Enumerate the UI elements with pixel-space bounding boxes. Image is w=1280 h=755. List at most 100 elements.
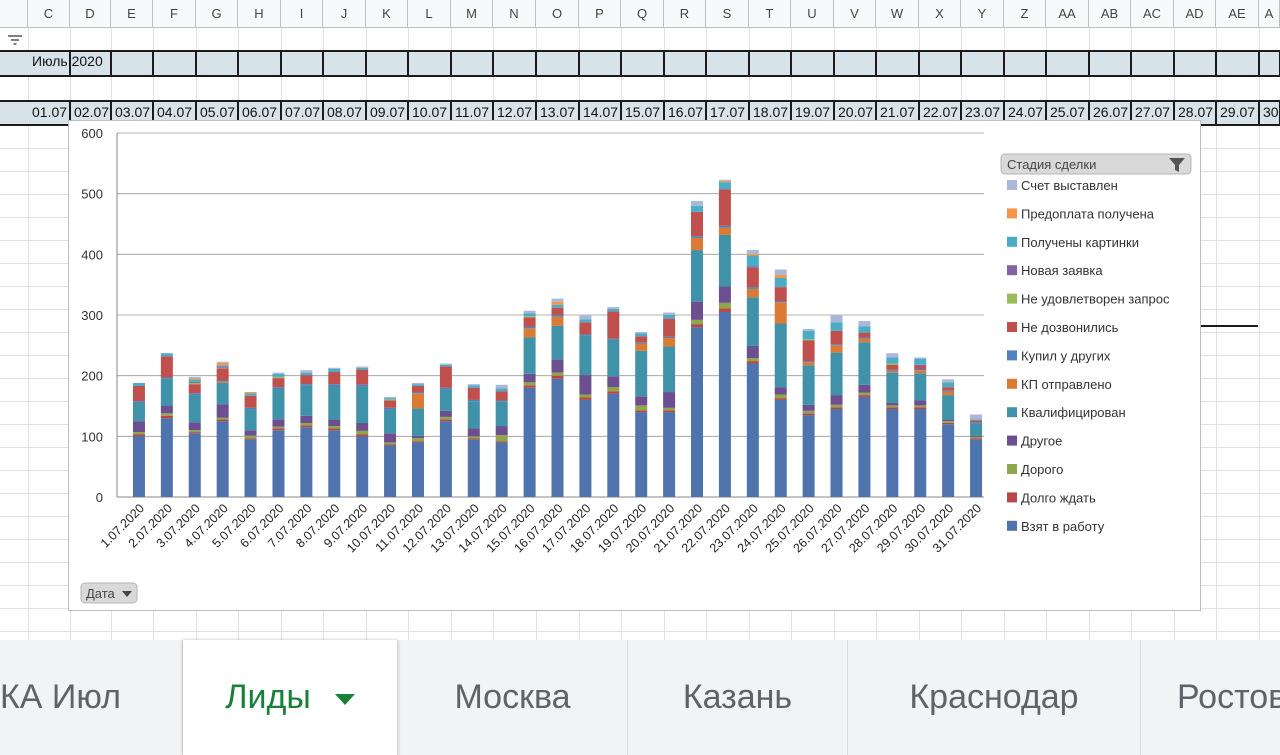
date-cell[interactable]: 11.07: [455, 104, 489, 120]
date-cell[interactable]: 17.07: [710, 104, 746, 120]
column-header[interactable]: Z: [1004, 0, 1046, 28]
bar-segment: [356, 384, 369, 387]
sheet-tab[interactable]: Казань: [628, 640, 848, 755]
sheet-tab[interactable]: Ростов: [1141, 640, 1280, 755]
column-header[interactable]: G: [196, 0, 238, 28]
pivot-chart[interactable]: 0 100 200 300 400 500 600 1.07.2020 2.07.2020 3.0…: [68, 120, 1201, 611]
date-cell[interactable]: 24.07: [1008, 104, 1044, 120]
column-header[interactable]: X: [919, 0, 961, 28]
date-cell[interactable]: 14.07: [583, 104, 619, 120]
column-header[interactable]: I: [281, 0, 323, 28]
bar-segment: [663, 315, 676, 319]
bar-segment: [467, 436, 480, 439]
bar-segment: [439, 387, 452, 390]
bar-segment: [858, 396, 871, 497]
date-cell[interactable]: 01.07: [32, 104, 68, 120]
date-cell[interactable]: 18.07: [753, 104, 789, 120]
corner-header[interactable]: [0, 0, 28, 28]
date-cell[interactable]: 04.07: [157, 104, 193, 120]
bar-segment: [886, 372, 899, 403]
date-cell[interactable]: 20.07: [838, 104, 874, 120]
legend-filter-button: [1000, 153, 1192, 175]
column-header[interactable]: V: [834, 0, 876, 28]
filter-funnel-icon[interactable]: [1169, 158, 1185, 172]
date-cell[interactable]: 03.07: [115, 104, 151, 120]
column-header[interactable]: K: [366, 0, 408, 28]
filter-icon[interactable]: [5, 31, 25, 49]
date-cell[interactable]: 07.07: [285, 104, 321, 120]
column-header[interactable]: D: [70, 0, 111, 28]
date-cell[interactable]: 29.07: [1220, 104, 1256, 120]
column-header[interactable]: L: [408, 0, 451, 28]
date-cell[interactable]: 06.07: [242, 104, 278, 120]
column-header[interactable]: O: [536, 0, 579, 28]
bar-segment: [495, 400, 508, 402]
legend-item-label: Счет выставлен: [1021, 178, 1118, 193]
bar-segment: [718, 227, 731, 235]
date-filter-button[interactable]: [80, 582, 138, 604]
column-header[interactable]: F: [153, 0, 196, 28]
column-header[interactable]: C: [28, 0, 70, 28]
column-header[interactable]: A: [1259, 0, 1280, 28]
date-cell[interactable]: 12.07: [497, 104, 533, 120]
date-cell[interactable]: 15.07: [625, 104, 661, 120]
column-header[interactable]: S: [706, 0, 749, 28]
date-cell[interactable]: 28.07: [1178, 104, 1214, 120]
column-header[interactable]: AC: [1131, 0, 1174, 28]
bar-segment: [579, 335, 592, 376]
date-cell[interactable]: 09.07: [370, 104, 406, 120]
bar-segment: [830, 404, 843, 408]
date-cell[interactable]: 26.07: [1093, 104, 1129, 120]
column-header[interactable]: J: [323, 0, 366, 28]
date-cell[interactable]: 13.07: [540, 104, 576, 120]
column-header[interactable]: T: [749, 0, 791, 28]
bar-segment: [160, 406, 173, 414]
bar-segment: [411, 392, 424, 394]
bar-segment: [886, 357, 899, 364]
column-header[interactable]: P: [579, 0, 621, 28]
date-cell[interactable]: 27.07: [1135, 104, 1171, 120]
bar-segment: [830, 330, 843, 345]
date-cell[interactable]: 08.07: [327, 104, 363, 120]
column-header[interactable]: H: [238, 0, 281, 28]
date-cell[interactable]: 05.07: [200, 104, 236, 120]
column-header[interactable]: AE: [1216, 0, 1259, 28]
column-header[interactable]: R: [664, 0, 706, 28]
column-header[interactable]: Q: [621, 0, 664, 28]
bar-segment: [579, 375, 592, 395]
column-header[interactable]: W: [876, 0, 919, 28]
column-header[interactable]: N: [493, 0, 536, 28]
bar-segment: [914, 364, 927, 366]
sheet-tab[interactable]: Лиды: [183, 640, 398, 755]
date-cell[interactable]: 16.07: [668, 104, 704, 120]
date-cell[interactable]: 21.07: [880, 104, 916, 120]
date-cell[interactable]: 23.07: [965, 104, 1001, 120]
sheet-tab[interactable]: Краснодар: [848, 640, 1141, 755]
column-header[interactable]: E: [111, 0, 153, 28]
column-header[interactable]: AA: [1046, 0, 1089, 28]
column-header[interactable]: Y: [961, 0, 1004, 28]
bar-segment: [635, 331, 648, 334]
bar-segment: [746, 267, 759, 288]
column-header[interactable]: AB: [1089, 0, 1131, 28]
date-cell[interactable]: 22.07: [923, 104, 959, 120]
column-header[interactable]: M: [451, 0, 493, 28]
sheet-tab[interactable]: Москва: [398, 640, 628, 755]
date-cell[interactable]: 19.07: [795, 104, 831, 120]
bar-segment: [607, 393, 620, 497]
bar-segment: [411, 408, 424, 436]
date-cell[interactable]: 25.07: [1050, 104, 1086, 120]
bar-segment: [356, 369, 369, 385]
column-header[interactable]: AD: [1174, 0, 1216, 28]
column-header[interactable]: U: [791, 0, 834, 28]
tab-menu-caret-icon[interactable]: [334, 694, 355, 705]
date-cell[interactable]: 10.07: [412, 104, 448, 120]
bar-segment: [579, 394, 592, 398]
bar-segment: [802, 415, 815, 497]
date-cell[interactable]: 30: [1263, 104, 1279, 120]
bar-segment: [886, 370, 899, 373]
dropdown-arrow-icon: [122, 591, 132, 597]
sheet-tab[interactable]: КА Июл: [0, 640, 183, 755]
date-cell[interactable]: 02.07: [74, 104, 110, 120]
bar-segment: [718, 180, 731, 183]
